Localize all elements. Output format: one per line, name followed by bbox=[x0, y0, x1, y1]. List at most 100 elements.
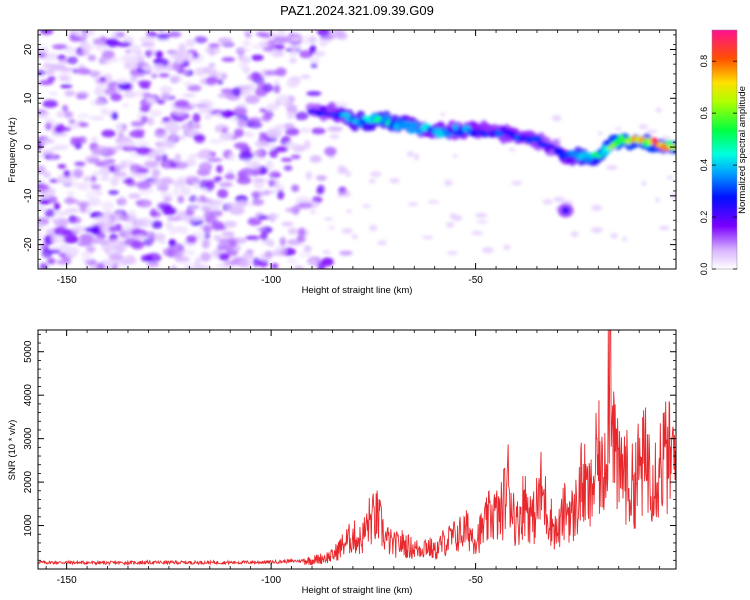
spectrogram-noise-cell bbox=[76, 182, 89, 191]
spectrogram-noise-cell bbox=[90, 137, 99, 142]
spectrogram-noise-cell bbox=[186, 49, 198, 54]
spectrogram-noise-cell bbox=[86, 246, 96, 253]
spectrogram-noise-cell bbox=[218, 244, 234, 251]
spectrogram-noise-cell bbox=[217, 37, 233, 44]
spectrogram-noise-cell bbox=[208, 43, 221, 48]
spectrogram-noise-cell bbox=[38, 69, 46, 76]
spectrogram-noise-cell bbox=[110, 176, 119, 187]
spectrogram-noise-cell bbox=[166, 216, 182, 221]
spectrogram-noise-cell bbox=[155, 155, 162, 163]
spectrogram-noise-cell bbox=[65, 196, 75, 205]
spectrogram-noise-cell bbox=[155, 145, 166, 155]
spectrogram-ridge-cell bbox=[408, 126, 415, 134]
spectrogram-xlabel: Height of straight line (km) bbox=[302, 285, 413, 296]
colorbar-tick-label: 0.4 bbox=[699, 159, 709, 172]
spectrogram-noise-cell bbox=[88, 197, 101, 207]
spectrogram-noise-cell bbox=[242, 252, 254, 261]
spectrogram-noise-cell bbox=[309, 44, 317, 54]
spectrogram-noise-cell bbox=[143, 65, 154, 72]
spectrogram-noise-cell bbox=[173, 161, 189, 169]
spectrogram-noise-cell bbox=[77, 113, 90, 120]
spectrogram-faint-cell bbox=[655, 197, 660, 203]
spectrogram-noise-cell bbox=[247, 217, 262, 226]
spectrogram-noise-cell bbox=[248, 84, 256, 92]
spectrogram-noise-cell bbox=[169, 75, 183, 83]
spectrogram-noise-cell bbox=[54, 202, 61, 211]
spectrogram-noise-cell bbox=[294, 265, 304, 269]
spectrogram-faint-cell bbox=[471, 230, 484, 236]
spectrogram-faint-cell bbox=[322, 250, 332, 255]
spectrogram-noise-cell bbox=[238, 259, 252, 269]
spectrogram-faint-cell bbox=[377, 240, 387, 246]
spectrogram-noise-cell bbox=[216, 164, 223, 174]
spectrogram-noise-cell bbox=[294, 111, 309, 121]
spectrogram-noise-cell bbox=[67, 56, 78, 65]
spectrogram-noise-cell bbox=[74, 161, 86, 167]
spectrogram-noise-cell bbox=[111, 112, 119, 120]
spectrogram-noise-cell bbox=[327, 126, 343, 132]
spectrogram-noise-cell bbox=[158, 73, 170, 78]
spectrogram-noise-cell bbox=[245, 235, 261, 240]
spectrogram-noise-cell bbox=[103, 160, 111, 168]
spectrogram-noise-cell bbox=[90, 184, 102, 190]
spectrogram-noise-cell bbox=[60, 84, 73, 89]
spectrogram-faint-cell bbox=[482, 247, 494, 254]
spectrogram-noise-cell bbox=[146, 31, 158, 38]
spectrogram-noise-cell bbox=[155, 128, 166, 133]
spectrogram-noise-cell bbox=[236, 176, 252, 185]
spectrogram-noise-cell bbox=[177, 195, 185, 204]
spectrogram-noise-cell bbox=[68, 216, 82, 224]
spectrogram-faint-cell bbox=[389, 177, 400, 184]
spectrogram-noise-cell bbox=[302, 35, 310, 45]
spectrogram-noise-cell bbox=[178, 43, 187, 53]
spectrogram-noise-cell bbox=[252, 257, 261, 267]
spectrogram-noise-cell bbox=[207, 157, 223, 162]
spectrogram-noise-cell bbox=[309, 258, 317, 267]
spectrogram-noise-cell bbox=[59, 127, 72, 132]
snr-xtick-label: -100 bbox=[261, 575, 281, 586]
spectrogram-noise-cell bbox=[295, 196, 312, 204]
spectrogram-noise-cell bbox=[192, 113, 201, 123]
spectrogram-noise-cell bbox=[309, 209, 317, 215]
spectrogram-noise-cell bbox=[271, 250, 287, 257]
spectrogram-faint-cell bbox=[452, 154, 459, 158]
spectrogram-noise-cell bbox=[245, 95, 260, 104]
spectrogram-noise-cell bbox=[298, 202, 313, 209]
spectrogram-noise-cell bbox=[78, 136, 87, 144]
spectrogram-noise-cell bbox=[135, 140, 150, 147]
spectrogram-noise-cell bbox=[114, 164, 121, 172]
spectrogram-xtick-label: -150 bbox=[57, 275, 77, 286]
spectrogram-noise-cell bbox=[238, 151, 254, 161]
spectrogram-noise-cell bbox=[165, 221, 172, 230]
spectrogram-noise-cell bbox=[115, 136, 131, 142]
spectrogram-noise-cell bbox=[70, 140, 81, 146]
spectrogram-noise-cell bbox=[58, 252, 66, 258]
spectrogram-noise-cell bbox=[155, 50, 163, 58]
spectrogram-noise-cell bbox=[87, 54, 97, 62]
spectrogram-noise-cell bbox=[182, 215, 197, 223]
spectrogram-noise-cell bbox=[309, 57, 320, 66]
spectrogram-noise-cell bbox=[131, 240, 145, 250]
spectrogram-noise-cell bbox=[291, 205, 300, 215]
spectrogram-noise-cell bbox=[251, 54, 264, 61]
spectrogram-noise-cell bbox=[230, 240, 237, 247]
spectrogram-noise-cell bbox=[87, 157, 101, 164]
spectrogram-noise-cell bbox=[142, 92, 152, 98]
spectrogram-faint-cell bbox=[615, 127, 622, 131]
spectrogram-faint-cell bbox=[362, 204, 371, 208]
spectrogram-noise-cell bbox=[153, 177, 162, 184]
spectrogram-noise-cell bbox=[273, 83, 281, 94]
spectrogram-noise-cell bbox=[116, 78, 128, 85]
spectrogram-noise-cell bbox=[221, 127, 228, 134]
spectrogram-noise-cell bbox=[156, 183, 169, 192]
spectrogram-noise-cell bbox=[163, 196, 173, 202]
spectrogram-noise-cell bbox=[220, 88, 235, 94]
spectrogram-ridge-cell bbox=[411, 121, 419, 128]
spectrogram-noise-cell bbox=[327, 225, 336, 231]
spectrogram-noise-cell bbox=[230, 117, 239, 122]
spectrogram-noise-cell bbox=[161, 153, 168, 162]
spectrogram-noise-cell bbox=[47, 76, 56, 82]
spectrogram-noise-cell bbox=[184, 55, 196, 63]
spectrogram-noise-cell bbox=[162, 206, 177, 216]
